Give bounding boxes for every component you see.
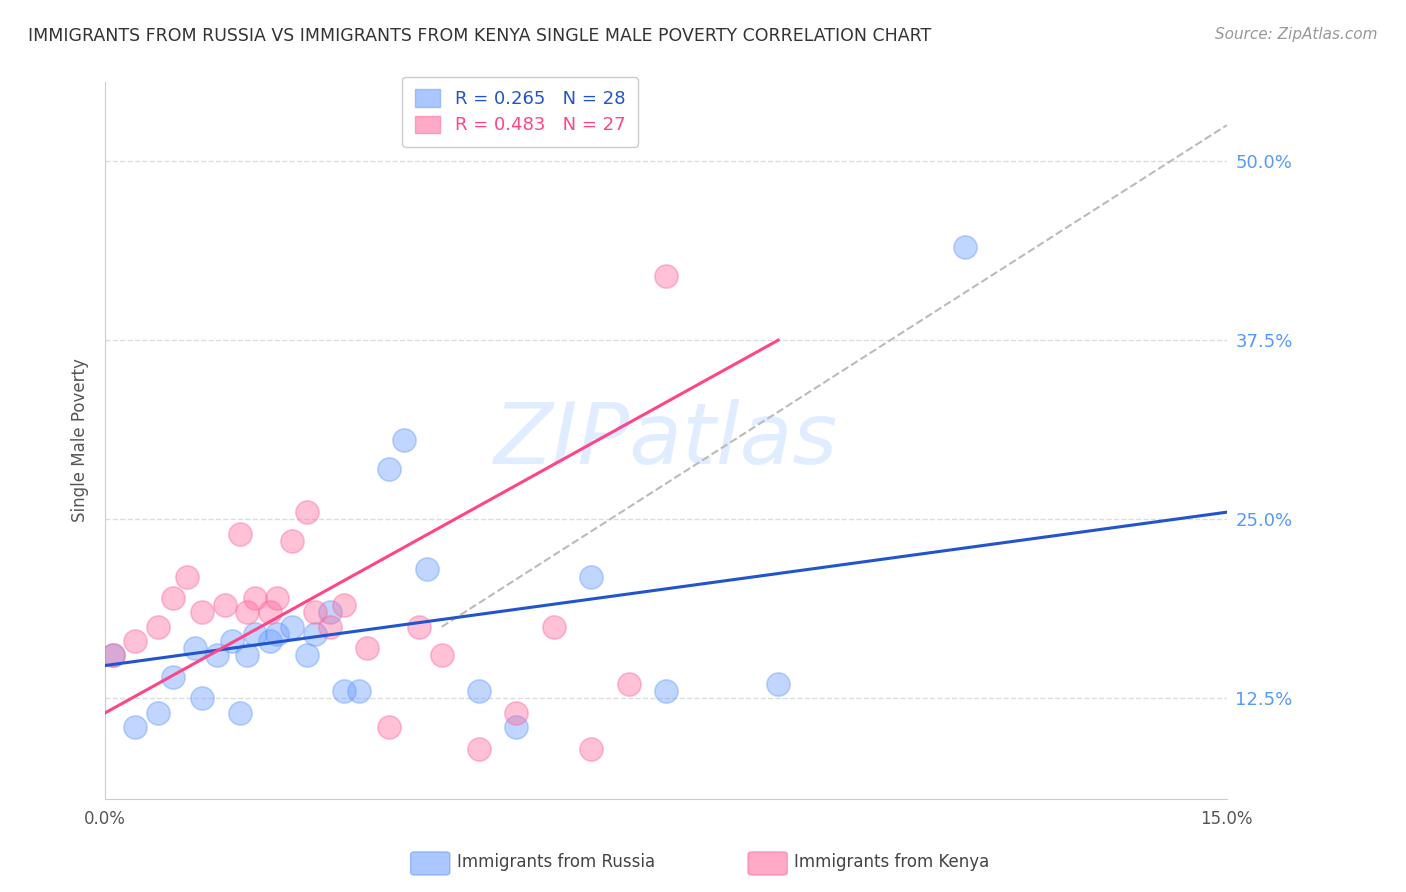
Point [581, 569, 603, 583]
Point [229, 706, 252, 720]
Point [191, 606, 214, 620]
Legend: R = 0.265   N = 28, R = 0.483   N = 27: R = 0.265 N = 28, R = 0.483 N = 27 [402, 77, 638, 147]
Point [581, 741, 603, 756]
Point [304, 627, 326, 641]
Point [378, 720, 401, 734]
Point [281, 620, 304, 634]
Point [191, 691, 214, 706]
Point [281, 533, 304, 548]
Point [655, 684, 678, 698]
Point [318, 606, 340, 620]
Point [266, 627, 288, 641]
Text: IMMIGRANTS FROM RUSSIA VS IMMIGRANTS FROM KENYA SINGLE MALE POVERTY CORRELATION : IMMIGRANTS FROM RUSSIA VS IMMIGRANTS FRO… [28, 27, 931, 45]
Point [259, 634, 281, 648]
Point [243, 591, 266, 606]
Point [184, 641, 207, 656]
Point [766, 677, 789, 691]
Point [124, 720, 146, 734]
Point [318, 620, 340, 634]
Point [356, 641, 378, 656]
Point [243, 627, 266, 641]
Point [162, 591, 184, 606]
Point [953, 240, 976, 254]
Point [333, 599, 356, 613]
Point [295, 505, 318, 519]
Point [304, 606, 326, 620]
Point [101, 648, 124, 663]
Point [394, 434, 416, 448]
Text: Immigrants from Russia: Immigrants from Russia [457, 853, 655, 871]
Point [176, 569, 198, 583]
Point [221, 634, 243, 648]
Point [349, 684, 371, 698]
Text: Immigrants from Kenya: Immigrants from Kenya [794, 853, 990, 871]
Point [229, 526, 252, 541]
Point [505, 706, 527, 720]
Point [505, 720, 527, 734]
Point [101, 648, 124, 663]
Point [214, 599, 236, 613]
Point [162, 670, 184, 684]
Point [207, 648, 229, 663]
Point [333, 684, 356, 698]
Point [295, 648, 318, 663]
Point [468, 741, 491, 756]
Point [266, 591, 288, 606]
Point [259, 606, 281, 620]
Point [146, 620, 169, 634]
Point [430, 648, 453, 663]
Point [468, 684, 491, 698]
Point [378, 462, 401, 476]
Text: Source: ZipAtlas.com: Source: ZipAtlas.com [1215, 27, 1378, 42]
Text: ZIPatlas: ZIPatlas [494, 399, 838, 482]
Point [236, 606, 259, 620]
Point [124, 634, 146, 648]
Point [543, 620, 565, 634]
Point [146, 706, 169, 720]
Point [236, 648, 259, 663]
Point [408, 620, 430, 634]
Point [617, 677, 640, 691]
Y-axis label: Single Male Poverty: Single Male Poverty [72, 359, 89, 523]
Point [655, 268, 678, 283]
Point [416, 562, 439, 576]
